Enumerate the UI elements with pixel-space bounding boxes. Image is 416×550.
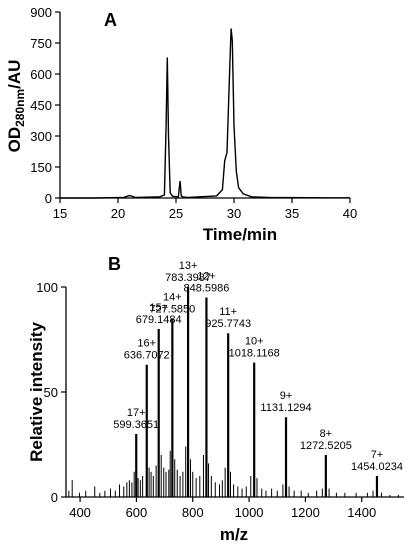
peak-label: 8+1272.5205 <box>300 428 352 452</box>
chromatogram-y-tick-label: 750 <box>30 36 52 51</box>
minor-peaks <box>68 446 399 497</box>
peak-mass-label: 783.3987 <box>165 272 211 284</box>
spectrum-x-tick-label: 1000 <box>235 505 264 520</box>
peak-charge-label: 16+ <box>137 338 156 350</box>
chromatogram-panel: A 0 150 300 450 600 750 900 15 20 25 30 35 40 Time/… <box>5 5 357 244</box>
chromatogram-x-tick-label: 20 <box>111 206 125 221</box>
peak-mass-label: 1018.1168 <box>229 348 280 360</box>
spectrum-x-tick-label: 1200 <box>291 505 320 520</box>
peak-labels: 17+599.365116+636.707215+679.148414+727.… <box>113 260 403 473</box>
peak-mass-label: 679.1484 <box>136 314 182 326</box>
peak-charge-label: 14+ <box>163 292 182 304</box>
peak-mass-label: 1131.1294 <box>260 402 311 414</box>
peak-mass-label: 636.7072 <box>124 350 170 362</box>
chromatogram-x-axis-title: Time/min <box>203 225 277 244</box>
chromatogram-x-tick-label: 25 <box>169 206 183 221</box>
peak-mass-label: 925.7743 <box>205 318 251 330</box>
spectrum-y-tick-label: 0 <box>51 490 58 505</box>
peak-label: 10+1018.1168 <box>229 336 280 360</box>
spectrum-x-tick-label: 600 <box>126 505 148 520</box>
spectrum-x-tick-label: 1400 <box>347 505 376 520</box>
peak-label: 7+1454.0234 <box>351 449 403 473</box>
chromatogram-y-tick-label: 900 <box>30 5 52 20</box>
chromatogram-y-axis-title: OD280nm/AU <box>5 60 27 153</box>
spectrum-x-tick-label: 400 <box>69 505 91 520</box>
spectrum-y-axis-title: Relative intensity <box>27 322 46 462</box>
mass-spectrum-panel: B 17+599.365116+636.707215+679.148414+72… <box>27 254 404 544</box>
chromatogram-x-tick-label: 15 <box>53 206 67 221</box>
peak-mass-label: 1272.5205 <box>300 440 352 452</box>
spectrum-y-tick-label: 50 <box>44 385 58 400</box>
peak-label: 9+1131.1294 <box>260 390 311 414</box>
panel-letter-a: A <box>104 10 117 30</box>
spectrum-y-tick-label: 100 <box>36 280 58 295</box>
chromatogram-trace <box>60 28 350 199</box>
chromatogram-x-ticks: 15 20 25 30 35 40 <box>53 198 357 221</box>
spectrum-x-axis-title: m/z <box>220 525 248 544</box>
peak-charge-label: 13+ <box>179 260 198 272</box>
peak-charge-label: 8+ <box>320 428 333 440</box>
panel-letter-b: B <box>108 254 121 274</box>
peak-label: 13+783.3987 <box>165 260 211 284</box>
peak-charge-label: 11+ <box>219 306 237 318</box>
chromatogram-y-tick-label: 300 <box>30 129 52 144</box>
peak-label: 12+848.5986 <box>183 271 229 295</box>
chromatogram-x-tick-label: 40 <box>343 206 357 221</box>
chromatogram-y-tick-label: 600 <box>30 67 52 82</box>
peak-charge-label: 7+ <box>371 449 384 461</box>
chromatogram-y-tick-label: 0 <box>45 191 52 206</box>
peak-charge-label: 17+ <box>127 407 146 419</box>
chromatogram-axes <box>59 12 350 199</box>
spectrum-y-ticks: 0 50 100 <box>36 280 66 505</box>
peak-mass-label: 727.5850 <box>149 304 195 316</box>
chromatogram-x-tick-label: 35 <box>285 206 299 221</box>
peak-charge-label: 12+ <box>197 271 216 283</box>
peak-label: 15+679.1484 <box>136 302 182 326</box>
peak-mass-label: 599.3651 <box>113 419 159 431</box>
spectrum-x-tick-label: 800 <box>182 505 204 520</box>
peak-mass-label: 848.5986 <box>183 283 229 295</box>
chromatogram-x-tick-label: 30 <box>227 206 241 221</box>
peak-charge-label: 15+ <box>149 302 168 314</box>
peak-charge-label: 9+ <box>280 390 293 402</box>
spectrum-x-ticks: 400 600 800 1000 1200 1400 <box>69 497 376 520</box>
spectrum-axes <box>65 287 404 498</box>
major-peaks <box>135 287 379 497</box>
peak-label: 17+599.3651 <box>113 407 159 431</box>
peak-label: 16+636.7072 <box>124 338 170 362</box>
peak-mass-label: 1454.0234 <box>351 461 403 473</box>
chromatogram-y-tick-label: 150 <box>30 160 52 175</box>
peak-charge-label: 10+ <box>245 336 264 348</box>
peak-label: 14+727.5850 <box>149 292 195 316</box>
chromatogram-y-tick-label: 450 <box>30 98 52 113</box>
chromatogram-y-ticks: 0 150 300 450 600 750 900 <box>30 5 60 206</box>
peak-label: 11+925.7743 <box>205 306 251 330</box>
